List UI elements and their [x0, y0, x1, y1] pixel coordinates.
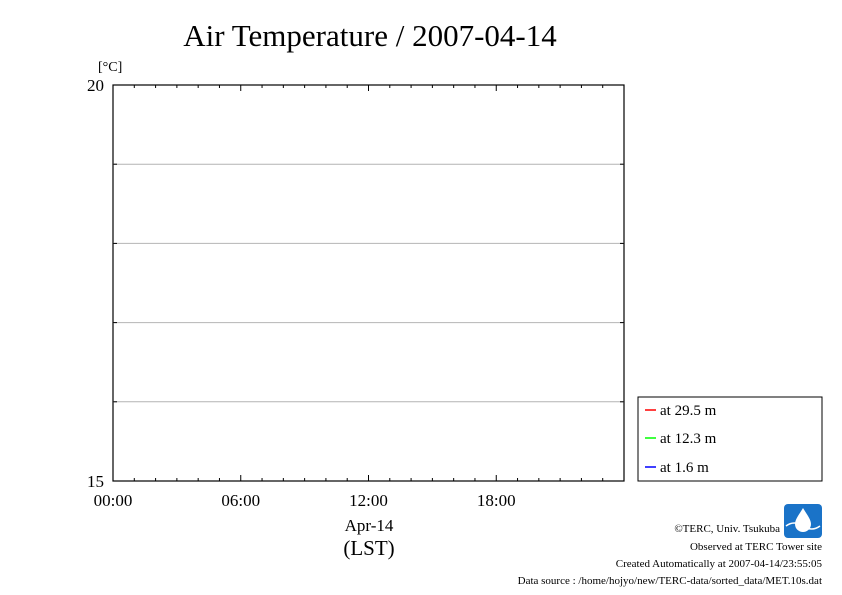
chart-title: Air Temperature / 2007-04-14 — [183, 18, 557, 53]
copyright-text: ©TERC, Univ. Tsukuba — [674, 523, 780, 535]
legend: at 29.5 m at 12.3 m at 1.6 m — [637, 396, 823, 482]
y-axis-unit: [°C] — [98, 60, 122, 75]
terc-logo — [784, 504, 822, 538]
legend-box — [637, 396, 823, 482]
legend-label-1: at 29.5 m — [660, 403, 717, 419]
x-axis: 00:00 06:00 12:00 18:00 — [94, 85, 604, 510]
x-tick-label: 12:00 — [349, 491, 388, 510]
x-tick-label: 18:00 — [477, 491, 516, 510]
legend-label-3: at 1.6 m — [660, 460, 709, 476]
y-tick-label: 20 — [87, 76, 104, 95]
y-tick-label: 15 — [87, 472, 104, 491]
created-timestamp-text: Created Automatically at 2007-04-14/23:5… — [616, 558, 823, 570]
plot-area — [112, 84, 625, 482]
x-tick-label: 06:00 — [221, 491, 260, 510]
observed-site-text: Observed at TERC Tower site — [690, 541, 822, 553]
x-axis-date-label: Apr-14 — [345, 516, 394, 535]
x-tick-label: 00:00 — [94, 491, 133, 510]
grid-lines — [113, 163, 624, 403]
legend-label-2: at 12.3 m — [660, 431, 717, 447]
data-source-text: Data source : /home/hojyo/new/TERC-data/… — [518, 575, 822, 587]
x-axis-title: (LST) — [343, 536, 394, 560]
